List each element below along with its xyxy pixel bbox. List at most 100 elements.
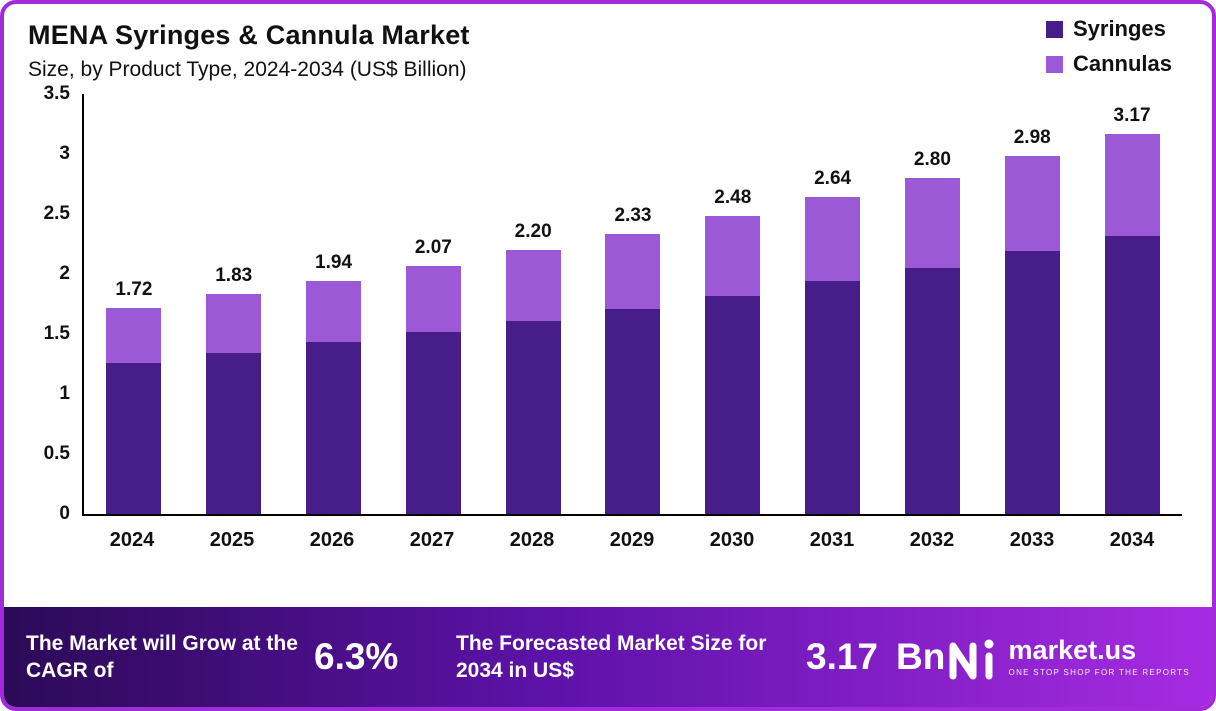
bar-segment-cannulas [904,178,960,268]
y-tick-label: 3 [59,143,70,164]
legend-item-syringes: Syringes [1045,16,1172,42]
x-tick-label: 2030 [709,529,755,551]
bar-group: 2.98 [982,94,1082,514]
brand-logo: market.us ONE STOP SHOP FOR THE REPORTS [947,633,1190,681]
chart-header: MENA Syringes & Cannula Market Size, by … [4,4,1212,84]
page-title: MENA Syringes & Cannula Market [28,20,470,50]
stacked-bar [306,281,362,514]
legend-label-syringes: Syringes [1072,16,1166,41]
brand-name: market.us [1008,635,1137,665]
bar-group: 2.64 [783,94,883,514]
stacked-bar [405,265,461,514]
bar-total-label: 2.98 [1013,127,1051,149]
bar-segment-syringes [1104,235,1160,514]
legend-label-cannulas: Cannulas [1072,51,1172,76]
market-us-logo-icon [949,639,994,680]
bar-segment-syringes [805,281,861,514]
bar-segment-cannulas [306,281,362,343]
x-tick-label: 2034 [1109,529,1155,551]
bar-group: 2.33 [583,94,683,514]
bar-total-label: 2.07 [414,236,452,258]
bar-group: 1.83 [184,94,284,514]
bar-total-label: 2.48 [714,187,752,209]
x-tick-label: 2032 [909,529,955,551]
stacked-bar [705,216,761,514]
stacked-bar [904,178,960,514]
x-tick-label: 2031 [809,529,855,551]
bar-segment-syringes [505,320,561,514]
legend: Syringes Cannulas [1045,16,1172,77]
bar-segment-cannulas [405,265,461,332]
bar-segment-cannulas [106,307,162,363]
bar-segment-syringes [705,295,761,514]
bar-segment-syringes [904,268,960,514]
stacked-bar [605,234,661,514]
x-axis-labels: 2024 2025 2026 2027 2028 2029 2030 2031 2032 2033… [82,529,1182,552]
plot-wrapper: 1.72 1.83 1.94 2.07 2.20 2.33 2.48 2.64 2.80 2.98… [82,94,1182,552]
cagr-label: The Market will Grow at the CAGR of [26,631,298,682]
bar-segment-syringes [306,342,362,514]
stacked-bar [206,294,262,514]
y-tick-label: 1 [59,383,70,404]
x-tick-label: 2033 [1009,529,1055,551]
forecast-unit: Bn [896,636,946,677]
bar-segment-syringes [106,362,162,514]
bar-total-label: 2.64 [814,168,852,190]
bar-total-label: 1.94 [315,252,353,274]
bar-total-label: 2.80 [913,149,951,170]
brand-text: market.us ONE STOP SHOP FOR THE REPORTS [1008,635,1190,678]
legend-item-cannulas: Cannulas [1045,51,1172,77]
stacked-bar [1004,156,1060,514]
y-tick-label: 0 [59,503,70,524]
bar-group: 1.72 [84,94,184,514]
stacked-bar [106,307,162,514]
forecast-value: 3.17 [806,636,879,677]
y-tick-label: 2 [59,263,70,284]
bar-segment-cannulas [705,216,761,296]
forecast-label: The Forecasted Market Size for 2034 in U… [456,631,767,682]
bar-segment-cannulas [805,197,861,282]
bar-group: 2.48 [683,94,783,514]
stacked-bar [1104,133,1160,514]
bar-total-label: 1.83 [215,265,253,287]
brand-tagline: ONE STOP SHOP FOR THE REPORTS [1008,668,1190,677]
cagr-value: 6.3% [314,636,399,677]
bar-group: 2.20 [483,94,583,514]
plot-area: 1.72 1.83 1.94 2.07 2.20 2.33 2.48 2.64 2.80 2.98… [82,94,1182,516]
bar-total-label: 2.33 [614,205,652,227]
bar-group: 2.07 [383,94,483,514]
bar-group: 2.80 [883,94,983,514]
y-tick-label: 3.5 [43,83,70,104]
bar-group: 3.17 [1082,94,1182,514]
x-tick-label: 2025 [209,529,255,551]
forecast-value-group: 3.17 Bn [806,636,947,678]
x-tick-label: 2027 [409,529,455,551]
stacked-bar [805,197,861,514]
y-tick-label: 1.5 [43,323,70,344]
bar-total-label: 1.72 [115,278,153,300]
x-tick-label: 2026 [309,529,355,551]
bar-group: 1.94 [284,94,384,514]
cannulas-swatch [1045,55,1063,73]
bar-total-label: 2.20 [514,221,552,243]
syringes-swatch [1045,20,1063,38]
bar-segment-cannulas [1004,156,1060,252]
x-tick-label: 2029 [609,529,655,551]
stacked-bar [505,250,561,514]
bar-segment-syringes [605,308,661,514]
page-subtitle: Size, by Product Type, 2024-2034 (US$ Bi… [28,58,467,81]
bar-segment-cannulas [1104,133,1160,236]
y-axis: 3.5 3 2.5 2 1.5 1 0.5 0 [22,83,82,524]
bar-segment-cannulas [605,234,661,309]
x-tick-label: 2024 [109,529,155,551]
y-tick-label: 2.5 [43,203,70,224]
bar-segment-cannulas [505,250,561,321]
bar-segment-syringes [1004,251,1060,514]
bar-segment-syringes [206,353,262,514]
stacked-bar-chart: 3.5 3 2.5 2 1.5 1 0.5 0 1.72 1.83 1.94 2.07 2.20 2.3… [4,83,1212,552]
x-tick-label: 2028 [509,529,555,551]
bar-segment-syringes [405,331,461,514]
bar-segment-cannulas [206,294,262,354]
y-tick-label: 0.5 [43,443,70,464]
